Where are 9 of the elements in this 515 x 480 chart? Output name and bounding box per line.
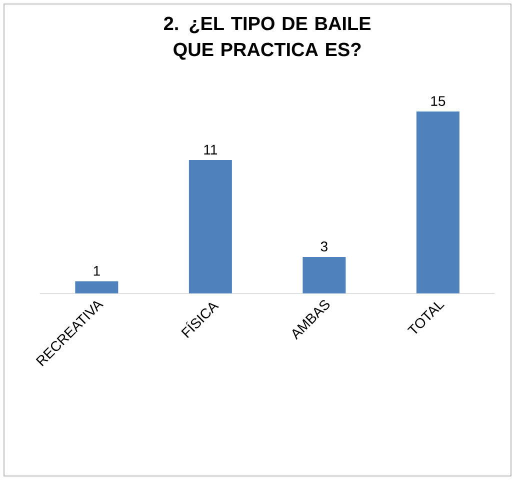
chart-title: 2. ¿EL TIPO DE BAILE QUE PRACTICA ES? bbox=[164, 16, 371, 60]
data-label: 15 bbox=[431, 96, 446, 106]
bar bbox=[416, 112, 460, 294]
data-label: 11 bbox=[204, 144, 218, 154]
bar bbox=[302, 256, 346, 294]
bar bbox=[75, 281, 118, 294]
data-label: 3 bbox=[320, 242, 328, 252]
bar bbox=[188, 160, 232, 294]
data-label: 1 bbox=[94, 266, 100, 276]
